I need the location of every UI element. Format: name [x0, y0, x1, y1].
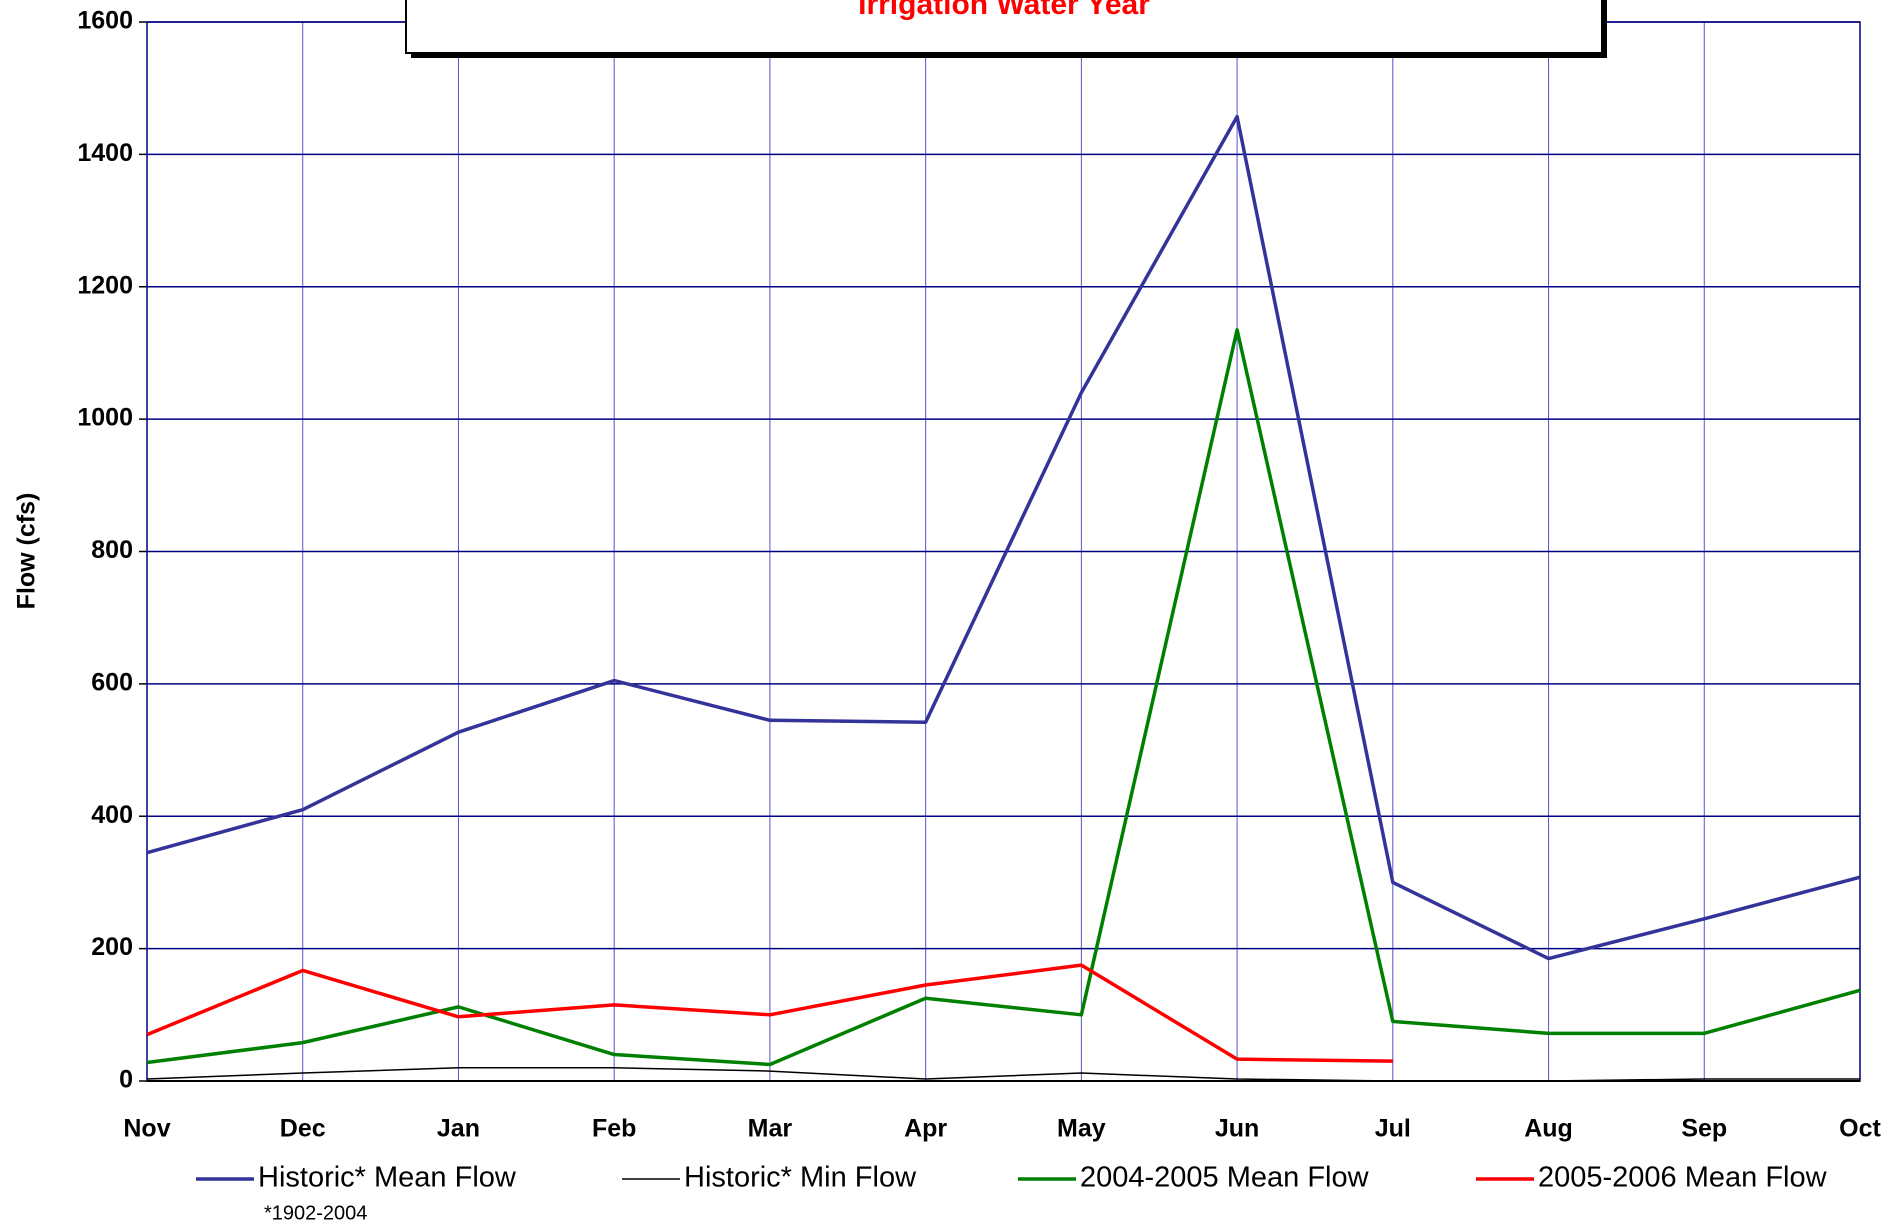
x-tick-label: Dec: [280, 1115, 326, 1143]
x-tick-label: Nov: [123, 1115, 170, 1143]
legend-label: 2004-2005 Mean Flow: [1080, 1162, 1370, 1194]
x-tick-label: Feb: [592, 1115, 636, 1143]
y-tick-label: 1200: [77, 271, 133, 299]
line-series: [146, 963, 1393, 1063]
y-axis-label: Flow (cfs): [13, 493, 41, 610]
x-tick-label: Apr: [904, 1115, 947, 1143]
legend-label: 2005-2006 Mean Flow: [1538, 1162, 1828, 1194]
y-tick-label: 200: [91, 933, 133, 961]
y-tick-label: 1600: [77, 7, 133, 35]
x-tick-label: Oct: [1839, 1115, 1881, 1143]
y-tick-label: 600: [91, 668, 133, 696]
title-box: [405, 0, 1603, 54]
line-series: [146, 328, 1861, 1067]
line-series: [146, 114, 1861, 961]
legend-label: Historic* Mean Flow: [258, 1162, 517, 1194]
plot-area: Nov Dec Jan Feb Mar Apr May Jun Jul Aug Sep Oct 0 200…: [77, 7, 1881, 1143]
x-tick-label: Aug: [1524, 1115, 1573, 1143]
chart-title: Irrigation Water Year: [858, 0, 1150, 21]
footnote: *1902-2004: [264, 1202, 367, 1224]
y-tick-label: 1000: [77, 404, 133, 432]
x-tick-label: Mar: [748, 1115, 793, 1143]
y-tick-label: 400: [91, 801, 133, 829]
x-tick-label: Jun: [1215, 1115, 1259, 1143]
x-tick-label: Jan: [437, 1115, 480, 1143]
y-tick-label: 1400: [77, 139, 133, 167]
y-tick-label: 800: [91, 536, 133, 564]
line-series: [146, 1067, 1860, 1082]
x-tick-label: Jul: [1375, 1115, 1411, 1143]
x-tick-label: Sep: [1681, 1115, 1727, 1143]
x-tick-label: May: [1057, 1115, 1106, 1143]
y-tick-label: 0: [119, 1066, 133, 1094]
legend-label: Historic* Min Flow: [684, 1162, 917, 1194]
